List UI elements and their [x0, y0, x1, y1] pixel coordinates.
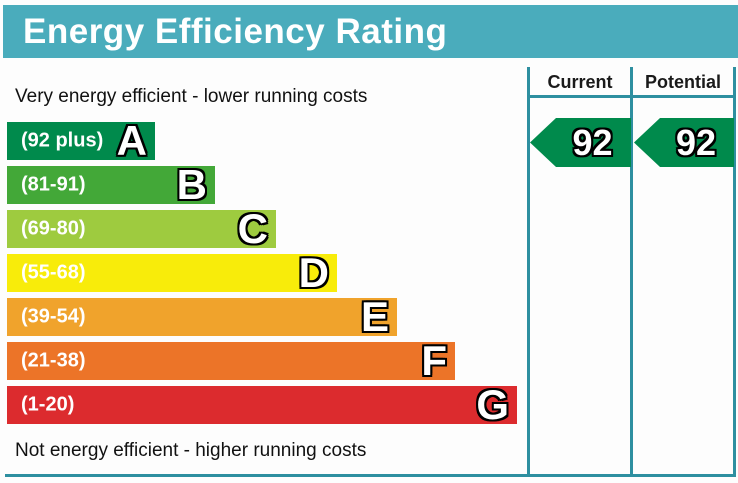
chart-bottom-border [5, 474, 736, 477]
potential-column-header: Potential [644, 72, 721, 92]
band-a-letter: A [116, 117, 147, 164]
title-bar: Energy Efficiency Rating [3, 5, 738, 58]
band-b: (81-91) B [7, 161, 215, 208]
current-rating-value: 92 [572, 121, 613, 163]
band-f-range-label: (21-38) [21, 349, 86, 372]
potential-rating-arrow: 92 [634, 118, 734, 167]
band-b-letter: B [176, 161, 207, 208]
band-b-range-label: (81-91) [21, 173, 86, 196]
band-c-letter: C [237, 205, 268, 252]
band-a: (92 plus) A [7, 117, 155, 164]
band-e: (39-54) E [7, 293, 397, 340]
rating-bands: (92 plus) A (81-91) B (69-80) C (55-68) … [7, 117, 517, 430]
current-rating-arrow: 92 [530, 118, 631, 167]
top-note: Very energy efficient - lower running co… [15, 86, 368, 107]
band-d-range-label: (55-68) [21, 261, 86, 284]
table-border-right-edge [733, 67, 736, 477]
band-c: (69-80) C [7, 205, 276, 252]
bottom-note: Not energy efficient - higher running co… [15, 440, 367, 461]
band-g-letter: G [476, 381, 509, 428]
band-d: (55-68) D [7, 249, 337, 296]
band-f: (21-38) F [7, 337, 455, 384]
band-e-range-label: (39-54) [21, 305, 86, 328]
band-c-range-label: (69-80) [21, 217, 86, 240]
band-e-letter: E [360, 293, 389, 340]
potential-rating-value: 92 [675, 121, 717, 163]
band-g: (1-20) G [7, 381, 517, 428]
band-f-letter: F [421, 337, 447, 384]
table-header-underline [527, 95, 736, 98]
current-column-header: Current [547, 72, 613, 92]
band-d-letter: D [298, 249, 329, 296]
band-a-range-label: (92 plus) [21, 129, 104, 152]
table-border-left-divider [527, 67, 530, 477]
band-g-range-label: (1-20) [21, 393, 75, 416]
page-title: Energy Efficiency Rating [23, 11, 448, 51]
table-border-middle-divider [630, 67, 633, 477]
